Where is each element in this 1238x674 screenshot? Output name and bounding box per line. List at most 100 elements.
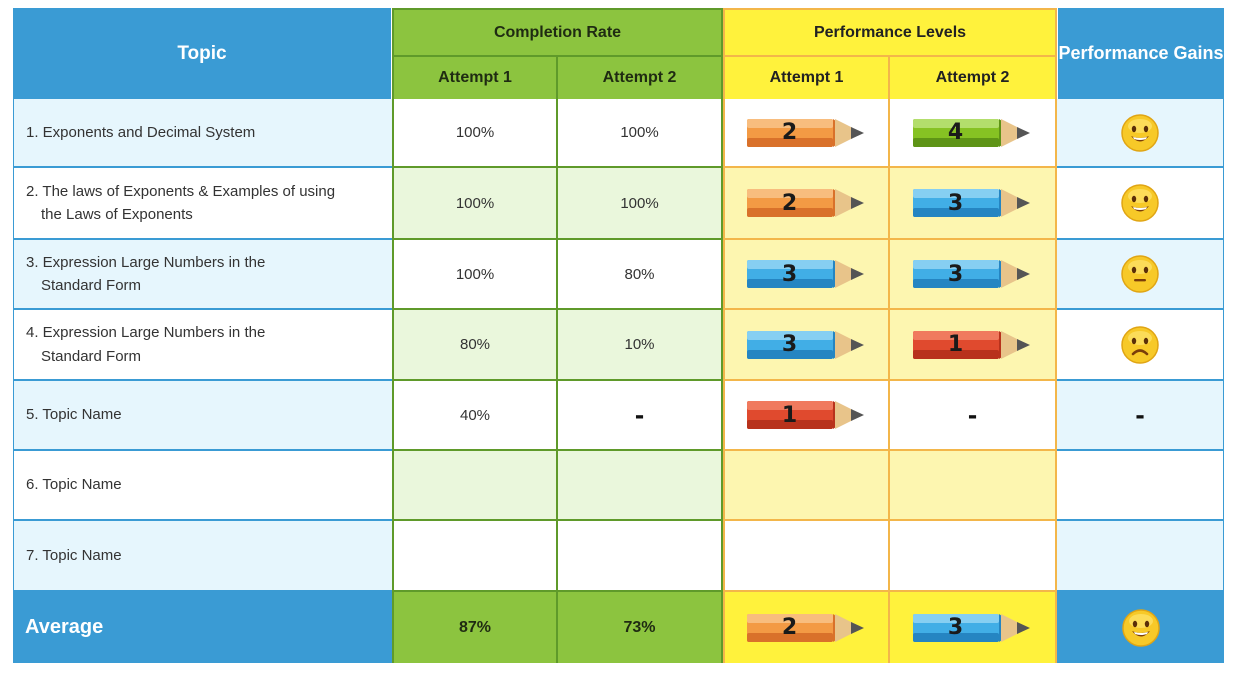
pencil-level-3: 3 [746, 257, 867, 291]
empty-dash: - [1135, 399, 1145, 430]
topic-name-continued: Standard Form [41, 347, 142, 365]
performance-gain-cell [1057, 240, 1224, 310]
performance-attempt2-cell: 3 [888, 168, 1057, 240]
topic-cell: 6. Topic Name [13, 451, 392, 521]
average-performance-gain [1057, 592, 1224, 663]
pencil-level-1: 1 [746, 398, 867, 432]
completion-attempt2-cell: 100% [556, 99, 723, 168]
completion-value: 10% [624, 336, 655, 353]
pencil-level-number: 1 [947, 332, 964, 357]
topic-cell: 5. Topic Name [13, 381, 392, 451]
average-performance-attempt1: 2 [723, 592, 888, 663]
pencil-level-3: 3 [746, 328, 867, 362]
average-completion-attempt2: 73% [556, 592, 723, 663]
performance-attempt1-cell [723, 521, 888, 592]
topic-cell: 3. Expression Large Numbers in the Standa… [13, 240, 392, 310]
completion-value: 100% [455, 265, 495, 283]
completion-attempt2-cell: 100% [556, 168, 723, 240]
topic-name: 6. Topic Name [26, 476, 122, 494]
topic-cell: 2. The laws of Exponents & Examples of u… [13, 168, 392, 240]
subheader-completion-attempt1: Attempt 1 [392, 55, 556, 99]
performance-attempt2-cell [888, 451, 1057, 521]
topic-name: 1. Exponents and Decimal System [26, 123, 256, 141]
pencil-level-3: 3 [912, 611, 1033, 645]
performance-attempt1-cell: 2 [723, 99, 888, 168]
completion-attempt1-cell: 100% [392, 168, 556, 240]
completion-attempt1-cell: 100% [392, 240, 556, 310]
sad-face-icon [1120, 325, 1160, 365]
completion-value: 100% [620, 124, 659, 141]
pencil-level-number: 3 [781, 332, 798, 357]
pencil-level-2: 2 [746, 116, 867, 150]
completion-attempt1-cell: 100% [392, 99, 556, 168]
topic-name: 7. Topic Name [26, 546, 122, 564]
pencil-level-2: 2 [746, 186, 867, 220]
completion-attempt2-cell: 80% [556, 240, 723, 310]
average-completion-attempt1: 87% [392, 592, 556, 663]
header-completion-rate: Completion Rate [392, 8, 723, 55]
completion-attempt1-cell [392, 521, 556, 592]
completion-attempt2-cell [556, 521, 723, 592]
pencil-level-number: 4 [947, 120, 964, 145]
pencil-level-number: 2 [781, 120, 798, 145]
completion-value: 80% [459, 336, 491, 353]
performance-gain-cell [1057, 99, 1224, 168]
completion-attempt2-cell: 10% [556, 310, 723, 381]
header-performance-levels: Performance Levels [723, 8, 1057, 55]
performance-attempt2-cell: 3 [888, 240, 1057, 310]
performance-attempt1-cell [723, 451, 888, 521]
happy-face-icon [1121, 608, 1161, 648]
pencil-level-3: 3 [912, 186, 1033, 220]
completion-attempt2-cell [556, 451, 723, 521]
pencil-level-number: 3 [947, 190, 964, 216]
happy-face-icon [1120, 183, 1160, 223]
topic-cell: 4. Expression Large Numbers in the Standa… [13, 310, 392, 381]
neutral-face-icon [1120, 254, 1160, 294]
completion-value: 40% [459, 406, 491, 424]
performance-gain-cell [1057, 310, 1224, 381]
pencil-level-number: 3 [947, 615, 964, 640]
completion-attempt1-cell: 40% [392, 381, 556, 451]
pencil-level-3: 3 [912, 257, 1033, 291]
performance-attempt1-cell: 3 [723, 240, 888, 310]
performance-attempt1-cell: 2 [723, 168, 888, 240]
performance-attempt1-cell: 1 [723, 381, 888, 451]
performance-gain-cell: - [1057, 381, 1224, 451]
pencil-level-number: 1 [781, 402, 798, 428]
empty-dash: - [634, 399, 645, 430]
performance-attempt2-cell: 4 [888, 99, 1057, 168]
pencil-level-1: 1 [912, 328, 1033, 362]
performance-gain-cell [1057, 168, 1224, 240]
subheader-completion-attempt2: Attempt 2 [556, 55, 723, 99]
pencil-level-number: 2 [781, 190, 798, 216]
header-performance-gains: Performance Gains [1057, 8, 1224, 99]
completion-attempt1-cell: 80% [392, 310, 556, 381]
completion-attempt2-cell: - [556, 381, 723, 451]
average-performance-attempt2: 3 [888, 592, 1057, 663]
completion-value: 80% [624, 265, 655, 283]
topic-cell: 1. Exponents and Decimal System [13, 99, 392, 168]
pencil-level-2: 2 [746, 611, 867, 645]
subheader-performance-attempt2: Attempt 2 [888, 55, 1057, 99]
performance-gain-cell [1057, 451, 1224, 521]
completion-value: 100% [455, 124, 495, 141]
completion-attempt1-cell [392, 451, 556, 521]
topic-name: 5. Topic Name [26, 406, 122, 424]
performance-table: Topic Completion Rate Performance Levels… [13, 8, 1224, 663]
pencil-level-number: 2 [781, 615, 798, 640]
topic-name: 2. The laws of Exponents & Examples of u… [26, 182, 336, 200]
topic-name: 3. Expression Large Numbers in the [26, 253, 266, 271]
topic-name: 4. Expression Large Numbers in the [26, 324, 266, 342]
empty-dash: - [967, 399, 978, 430]
topic-name-continued: the Laws of Exponents [41, 206, 193, 223]
completion-value: 100% [455, 194, 495, 212]
performance-attempt2-cell: - [888, 381, 1057, 451]
pencil-level-number: 3 [947, 261, 964, 287]
performance-attempt1-cell: 3 [723, 310, 888, 381]
header-topic: Topic [13, 8, 392, 99]
pencil-level-4: 4 [912, 116, 1033, 150]
completion-value: 100% [620, 194, 659, 212]
performance-gain-cell [1057, 521, 1224, 592]
pencil-level-number: 3 [781, 261, 798, 287]
topic-name-continued: Standard Form [41, 277, 142, 294]
